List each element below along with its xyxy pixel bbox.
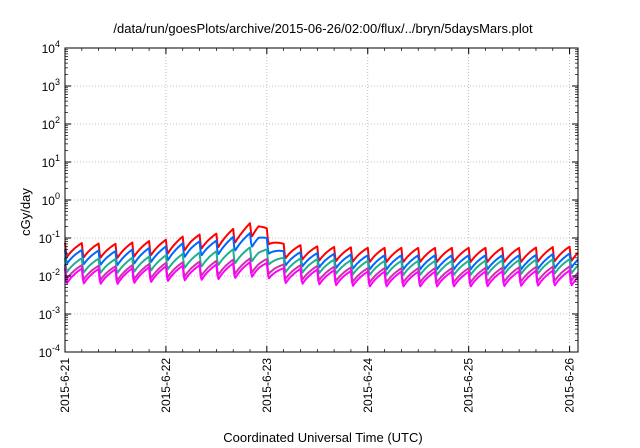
x-axis-label: Coordinated Universal Time (UTC) (223, 430, 422, 445)
plot-frame (64, 47, 579, 353)
y-tick-label: 10-4 (39, 343, 60, 360)
x-tick-label: 2015-6-22 (159, 358, 173, 413)
x-tick-label: 2015-6-23 (260, 358, 274, 413)
y-axis-label: cGy/day (18, 188, 33, 236)
series-group (64, 222, 579, 288)
grid (65, 48, 578, 352)
x-ticks: 2015-6-21 2015-6-22 2015-6-23 2015-6-24 2015… (58, 48, 577, 413)
y-tick-label: 10-1 (39, 229, 60, 246)
y-tick-label: 102 (42, 115, 60, 132)
y-tick-label: 100 (42, 191, 60, 208)
series-line-2 (64, 232, 579, 271)
x-tick-label: 2015-6-21 (58, 358, 72, 413)
y-tick-label: 10-3 (39, 305, 60, 322)
y-tick-label: 101 (42, 153, 60, 170)
y-tick-label: 103 (42, 77, 60, 94)
y-ticks: 10-4 10-3 10-2 10-1 100 101 102 103 104 (39, 39, 578, 360)
x-tick-label: 2015-6-24 (361, 358, 375, 413)
series-line-5 (64, 261, 579, 288)
x-tick-label: 2015-6-25 (462, 358, 476, 413)
chart-title: /data/run/goesPlots/archive/2015-06-26/0… (113, 21, 533, 36)
x-tick-label: 2015-6-26 (563, 358, 577, 413)
y-tick-label: 104 (42, 39, 60, 56)
y-tick-label: 10-2 (39, 267, 60, 284)
